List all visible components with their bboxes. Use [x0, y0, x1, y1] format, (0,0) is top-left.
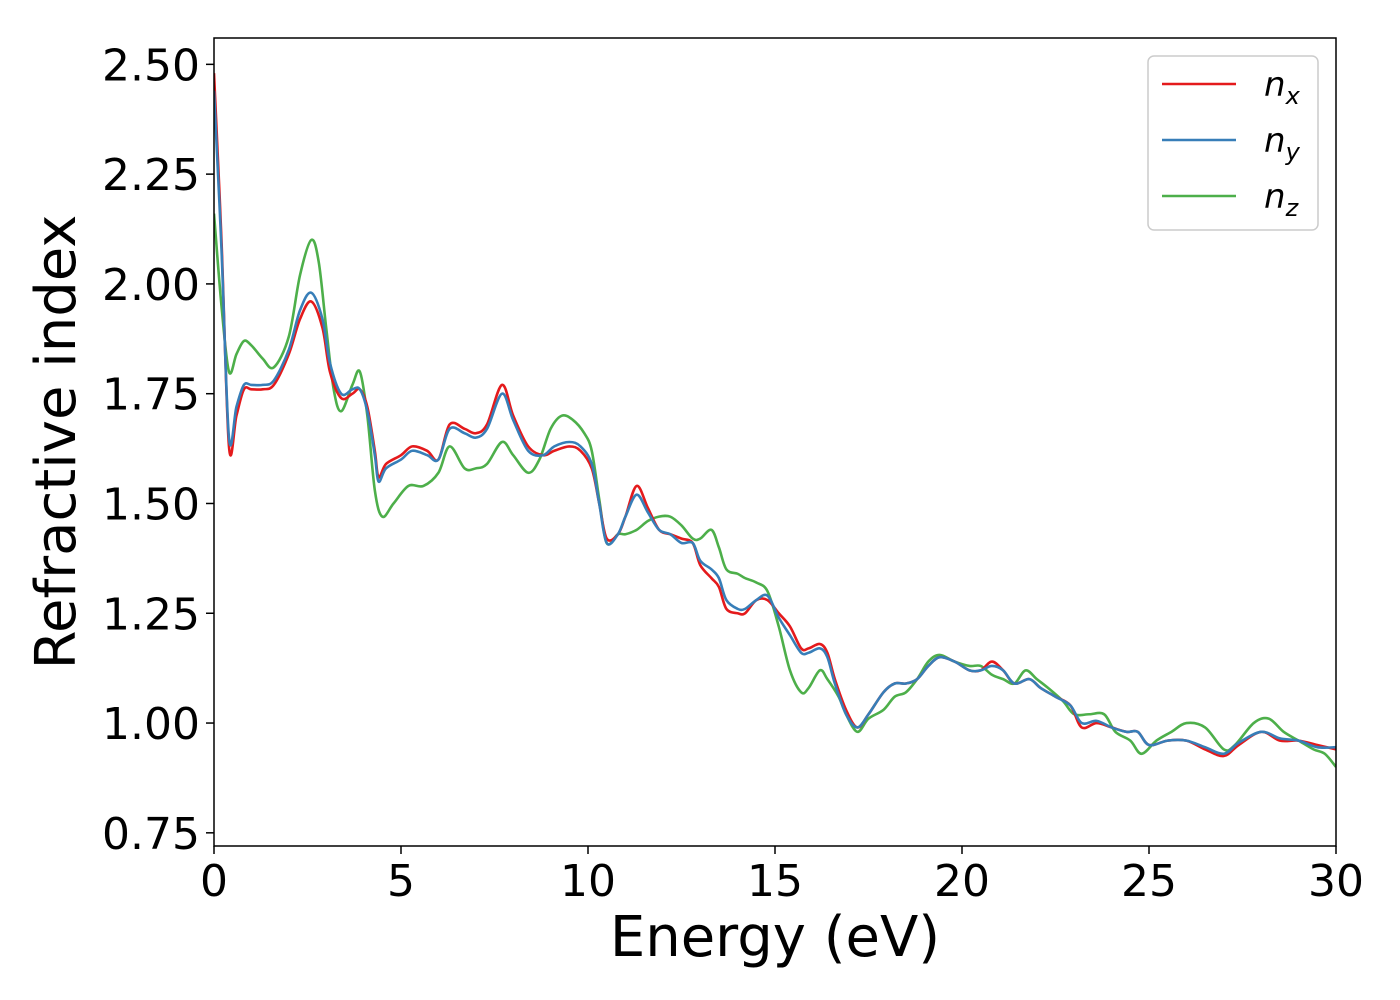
legend-entries: nx ny nz — [1162, 65, 1301, 222]
series-line-n-y — [214, 90, 1336, 756]
x-tick-label: 20 — [934, 856, 990, 907]
legend-label: nx — [1264, 65, 1301, 110]
x-tick-label: 5 — [387, 856, 415, 907]
y-tick-label: 2.00 — [102, 260, 200, 311]
y-tick-label: 1.00 — [102, 699, 200, 750]
y-tick-label: 1.75 — [102, 370, 200, 421]
legend-label: nz — [1264, 177, 1300, 222]
x-tick-label: 0 — [200, 856, 228, 907]
y-axis-title: Refractive index — [24, 215, 89, 670]
x-tick-label: 30 — [1308, 856, 1364, 907]
y-tick-label: 2.50 — [102, 40, 200, 91]
x-axis-ticks: 0 5 10 15 20 25 30 — [200, 846, 1364, 907]
x-axis-title: Energy (eV) — [610, 905, 940, 970]
y-tick-label: 1.50 — [102, 479, 200, 530]
y-axis-ticks: 0.75 1.00 1.25 1.50 1.75 2.00 2.25 2.50 — [102, 40, 214, 860]
series-line-n-z — [214, 213, 1336, 768]
legend-label: ny — [1264, 121, 1301, 166]
legend-box — [1147, 55, 1319, 231]
x-tick-label: 10 — [560, 856, 616, 907]
legend: nx ny nz — [1147, 55, 1319, 231]
y-tick-label: 0.75 — [102, 809, 200, 860]
x-tick-label: 15 — [747, 856, 803, 907]
series-layer — [214, 73, 1336, 768]
y-tick-label: 2.25 — [102, 150, 200, 201]
x-tick-label: 25 — [1121, 856, 1177, 907]
y-tick-label: 1.25 — [102, 589, 200, 640]
